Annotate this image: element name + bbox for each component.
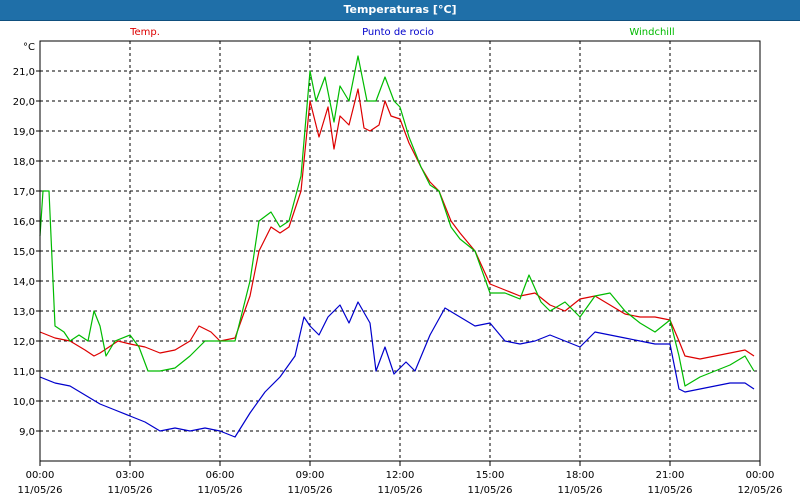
x-tick-time: 18:00 — [566, 470, 595, 481]
x-tick-date: 12/05/26 — [738, 485, 783, 496]
x-tick-time: 03:00 — [116, 470, 145, 481]
x-tick-time: 15:00 — [476, 470, 505, 481]
y-tick-label: 15,0 — [13, 247, 35, 258]
chart-title: Temperaturas [°C] — [0, 0, 800, 21]
legend-entry: Punto de rocio — [362, 27, 434, 38]
legend-entry: Windchill — [629, 27, 674, 38]
grid — [40, 41, 760, 461]
series-line — [39, 55, 755, 387]
y-tick-label: 17,0 — [13, 187, 35, 198]
x-tick-date: 11/05/26 — [558, 485, 603, 496]
y-axis-unit: °C — [23, 42, 35, 53]
x-tick-time: 09:00 — [296, 470, 325, 481]
x-tick-time: 12:00 — [386, 470, 415, 481]
x-tick-time: 06:00 — [206, 470, 235, 481]
legend-entry: Temp. — [129, 27, 160, 38]
x-tick-date: 11/05/26 — [108, 485, 153, 496]
x-tick-date: 11/05/26 — [378, 485, 423, 496]
y-tick-label: 11,0 — [13, 367, 35, 378]
y-tick-label: 10,0 — [13, 397, 35, 408]
x-tick-date: 11/05/26 — [198, 485, 243, 496]
x-tick-date: 11/05/26 — [288, 485, 333, 496]
temperature-chart: 9,0 10,0 11,0 12,0 13,0 14,0 15,0 16,0 17,0 18,0 1… — [13, 27, 783, 496]
x-tick-time: 00:00 — [26, 470, 55, 481]
x-tick-date: 11/05/26 — [468, 485, 513, 496]
y-tick-label: 13,0 — [13, 307, 35, 318]
x-tick-date: 11/05/26 — [648, 485, 693, 496]
y-tick-label: 18,0 — [13, 157, 35, 168]
series-lines — [39, 55, 755, 438]
y-tick-label: 14,0 — [13, 277, 35, 288]
y-tick-label: 9,0 — [19, 427, 35, 438]
series-line — [39, 301, 755, 438]
x-tick-time: 21:00 — [656, 470, 685, 481]
y-tick-label: 20,0 — [13, 97, 35, 108]
y-tick-label: 19,0 — [13, 127, 35, 138]
axis-ticks: 9,0 10,0 11,0 12,0 13,0 14,0 15,0 16,0 17,0 18,0 1… — [13, 42, 783, 496]
y-tick-label: 16,0 — [13, 217, 35, 228]
legend: Temp. Punto de rocio Windchill — [129, 27, 675, 38]
y-tick-label: 21,0 — [13, 67, 35, 78]
x-tick-date: 11/05/26 — [18, 485, 63, 496]
series-line — [39, 88, 755, 360]
y-tick-label: 12,0 — [13, 337, 35, 348]
x-tick-time: 00:00 — [746, 470, 775, 481]
